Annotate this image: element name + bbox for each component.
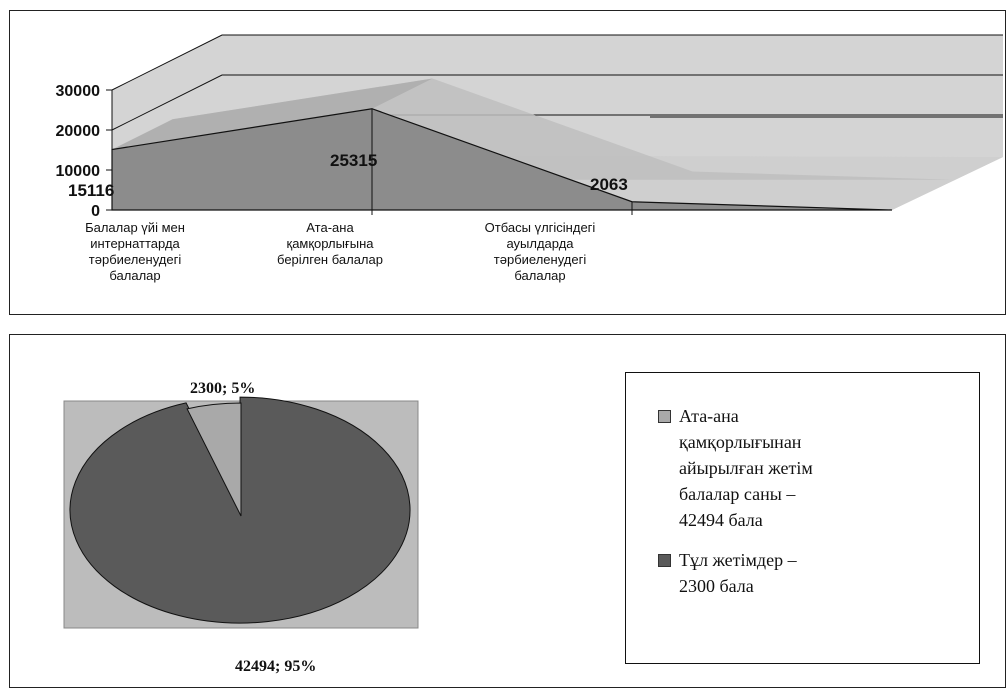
gridline: [111, 34, 1003, 91]
pie-slice-small: [186, 402, 242, 517]
legend-item-orphans-without-care: Ата-ана қамқорлығынан айырылған жетім ба…: [658, 403, 959, 533]
legend-swatch-dark: [658, 554, 671, 567]
data-label: 2063: [590, 175, 628, 194]
category-label: берілген балалар: [277, 252, 383, 267]
area-chart: 0 10000 20000 30000 15116 25315 2063 Балалар үй…: [56, 34, 1003, 283]
category-label: балалар: [514, 268, 565, 283]
legend-line: Ата-ана: [679, 406, 739, 426]
category-label: тәрбиеленудегі: [494, 252, 587, 267]
category-label: балалар: [109, 268, 160, 283]
gridline: [111, 74, 1003, 131]
category-label: Отбасы үлгісіндегі: [485, 220, 596, 235]
legend-text: Тұл жетімдер – 2300 бала: [679, 547, 889, 599]
legend-swatch-light: [658, 410, 671, 423]
legend-line: балалар саны –: [679, 484, 796, 504]
legend-line: айырылған жетім: [679, 458, 813, 478]
legend-line: 2300 бала: [679, 576, 754, 596]
legend-line: қамқорлығынан: [679, 432, 802, 452]
category-label: ауылдарда: [506, 236, 574, 251]
pie-data-label: 2300; 5%: [190, 380, 255, 397]
data-label: 25315: [330, 151, 377, 170]
pie-data-label: 42494; 95%: [235, 658, 316, 675]
legend-line: 42494 бала: [679, 510, 763, 530]
y-tick-label: 10000: [56, 163, 101, 180]
category-label: қамқорлығына: [287, 236, 375, 251]
category-label: интернаттарда: [90, 236, 180, 251]
category-label: Балалар үйі мен: [85, 220, 185, 235]
category-label: тәрбиеленудегі: [89, 252, 182, 267]
area-top-face: [112, 78, 433, 150]
legend-text: Ата-ана қамқорлығынан айырылған жетім ба…: [679, 403, 889, 533]
category-label: Ата-ана: [306, 220, 354, 235]
legend-item-full-orphans: Тұл жетімдер – 2300 бала: [658, 547, 959, 599]
pie-chart: 2300; 5% 42494; 95%: [63, 380, 419, 675]
legend-line: Тұл жетімдер –: [679, 550, 797, 570]
data-label: 15116: [68, 181, 114, 200]
y-tick-label: 0: [91, 203, 100, 220]
y-tick-label: 20000: [56, 123, 101, 140]
pie-legend: Ата-ана қамқорлығынан айырылған жетім ба…: [625, 372, 980, 664]
y-tick-label: 30000: [56, 83, 101, 100]
